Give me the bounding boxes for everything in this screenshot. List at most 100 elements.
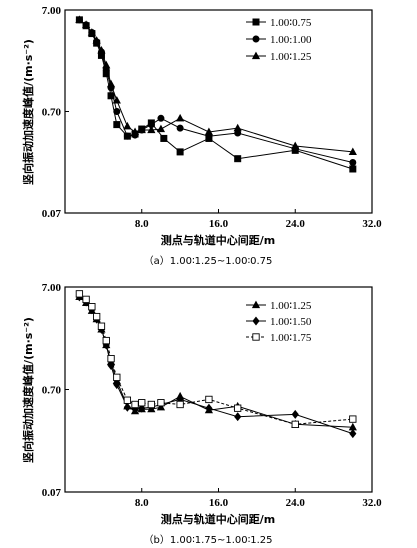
legend-item: 1.00∶1.50 — [246, 316, 312, 328]
panel-caption: （a）1.00∶1.25~1.00∶0.75 — [144, 255, 273, 267]
data-point — [176, 148, 184, 156]
data-point — [123, 121, 132, 130]
series-2 — [75, 292, 357, 439]
series-line — [79, 293, 353, 425]
series-layer — [75, 15, 357, 173]
x-tick-label: 8.0 — [135, 497, 149, 509]
data-point — [156, 124, 166, 133]
data-point — [176, 400, 184, 409]
x-tick-label: 32.0 — [362, 497, 382, 509]
data-point — [131, 400, 139, 409]
legend-label: 1.00∶1.25 — [270, 300, 312, 312]
data-point — [107, 354, 115, 363]
data-point — [291, 141, 300, 150]
data-point — [204, 127, 214, 136]
data-point — [113, 380, 121, 390]
data-point — [205, 395, 213, 404]
legend-label: 1.00∶1.25 — [270, 51, 312, 63]
data-point — [82, 20, 91, 28]
legend-label: 1.00:1.00 — [270, 34, 312, 46]
data-point — [147, 400, 155, 409]
data-point — [102, 60, 111, 69]
series-line — [79, 19, 353, 170]
data-point — [291, 420, 299, 428]
data-point — [75, 290, 84, 298]
data-point — [349, 415, 357, 423]
y-tick-label: 0.07 — [42, 487, 62, 499]
legend-marker — [251, 300, 261, 309]
legend-item: 1.00:1.00 — [246, 34, 312, 46]
data-point — [87, 28, 96, 36]
y-tick-label: 7.00 — [42, 282, 62, 294]
x-tick-label: 24.0 — [286, 218, 306, 230]
data-point — [349, 165, 357, 173]
data-point — [137, 125, 146, 134]
data-point — [123, 132, 131, 140]
legend-label: 1.00∶1.50 — [270, 316, 312, 328]
data-point — [75, 15, 84, 23]
data-point — [147, 125, 156, 134]
y-axis-label: 竖向振动加速度峰值/(m·s⁻²) — [21, 39, 35, 185]
y-tick-label: 0.70 — [42, 107, 62, 119]
series-layer — [75, 290, 357, 439]
data-point — [349, 429, 357, 439]
data-point — [157, 114, 165, 122]
y-axis-label: 竖向振动加速度峰值/(m·s⁻²) — [21, 317, 35, 463]
data-point — [348, 147, 357, 155]
data-point — [160, 134, 168, 142]
legend-marker — [252, 18, 260, 26]
y-tick-label: 0.07 — [42, 208, 62, 220]
panel-a: 8.0 16.0 24.0 32.00.070.707.00 1.00∶0.751.0… — [21, 5, 382, 267]
data-point — [97, 322, 106, 330]
data-point — [176, 124, 184, 132]
legend-label: 1.00∶1.75 — [270, 332, 312, 344]
series-3 — [75, 15, 357, 155]
plot-frame — [64, 286, 373, 493]
plot-frame — [64, 9, 373, 214]
data-point — [234, 155, 242, 163]
series-line — [79, 19, 353, 153]
data-point — [138, 403, 146, 413]
data-point — [107, 92, 115, 100]
data-point — [82, 295, 90, 304]
y-tick-label: 7.00 — [42, 5, 62, 17]
data-point — [123, 402, 131, 412]
data-point — [93, 312, 101, 321]
legend-marker — [252, 35, 260, 43]
data-point — [130, 127, 140, 136]
legend-item: 1.00∶0.75 — [246, 17, 312, 29]
y-tick-label: 0.70 — [42, 385, 62, 397]
legend-item: 1.00∶1.75 — [246, 332, 312, 344]
legend-label: 1.00∶0.75 — [270, 17, 312, 29]
x-tick-label: 24.0 — [286, 497, 306, 509]
x-tick-label: 16.0 — [209, 218, 229, 230]
tick-layer: 8.0 16.0 24.0 32.0 0.07 0.70 7.00 — [42, 282, 382, 509]
data-point — [291, 409, 299, 419]
x-tick-label: 32.0 — [362, 218, 382, 230]
panel-b: 8.0 16.0 24.0 32.00.070.707.00 1.00∶1.251.0… — [21, 282, 382, 546]
data-point — [349, 159, 357, 167]
data-point — [233, 123, 242, 132]
series-1 — [75, 16, 357, 173]
data-point — [234, 404, 242, 412]
series-line — [79, 19, 353, 163]
series-1 — [75, 292, 357, 431]
tick-layer: 8.0 16.0 24.0 32.0 0.07 0.70 7.00 — [42, 5, 382, 230]
data-point — [113, 373, 121, 381]
legend-item: 1.00∶1.25 — [246, 51, 312, 63]
x-axis-label: 测点与轨道中心间距/m — [161, 233, 275, 247]
legend-marker — [252, 316, 260, 326]
data-point — [157, 399, 165, 407]
data-point — [123, 396, 132, 404]
legend: 1.00∶0.75 1.00:1.00 1.00∶1.25 — [246, 17, 312, 63]
data-point — [97, 45, 106, 54]
series-3 — [75, 290, 357, 428]
data-point — [107, 361, 115, 370]
data-point — [176, 113, 185, 122]
data-point — [112, 95, 121, 104]
data-point — [234, 412, 242, 422]
legend-marker — [251, 51, 261, 60]
data-point — [205, 403, 213, 413]
data-point — [113, 108, 121, 116]
